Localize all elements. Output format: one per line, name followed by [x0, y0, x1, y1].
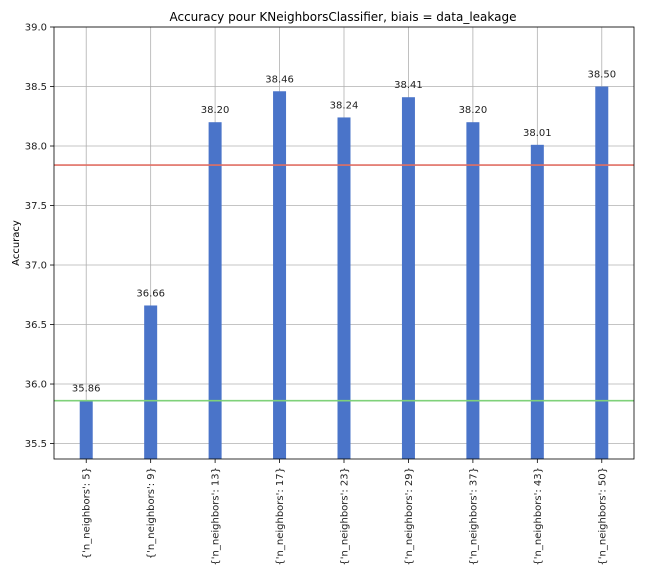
data-label: 38.46	[265, 74, 294, 85]
y-tick-label: 36.5	[25, 320, 47, 331]
bar	[466, 122, 480, 460]
y-axis-ticks: 35.5 36.0 36.5 37.0 37.5 38.0 38.5 39.0	[25, 23, 54, 450]
reference-lines	[54, 164, 634, 402]
x-tick-label: {'n_neighbors': 5}	[82, 467, 93, 559]
x-tick-label: {'n_neighbors': 17}	[275, 467, 286, 566]
bar	[208, 122, 222, 460]
data-label: 38.20	[201, 105, 230, 116]
data-label: 38.41	[394, 80, 423, 91]
bar	[401, 97, 415, 459]
bar	[144, 305, 158, 459]
y-tick-label: 39.0	[25, 23, 47, 34]
y-tick-label: 37.0	[25, 261, 47, 272]
y-tick-label: 38.5	[25, 82, 47, 93]
y-axis-label: Accuracy	[11, 220, 22, 266]
data-label: 38.20	[459, 105, 488, 116]
data-label: 38.24	[330, 100, 359, 111]
x-axis-ticks: {'n_neighbors': 5} {'n_neighbors': 9} {'n_…	[82, 459, 608, 566]
x-tick-label: {'n_neighbors': 50}	[597, 467, 608, 566]
x-tick-label: {'n_neighbors': 23}	[340, 467, 351, 566]
x-tick-label: {'n_neighbors': 37}	[468, 467, 479, 566]
x-tick-label: {'n_neighbors': 43}	[533, 467, 544, 566]
bar	[595, 86, 609, 459]
y-tick-label: 38.0	[25, 142, 47, 153]
data-label: 38.50	[587, 70, 616, 81]
x-tick-label: {'n_neighbors': 29}	[404, 467, 415, 566]
y-tick-label: 35.5	[25, 439, 47, 450]
chart-title: Accuracy pour KNeighborsClassifier, biai…	[169, 10, 516, 24]
bar	[530, 144, 544, 459]
bar	[79, 400, 93, 459]
x-tick-label: {'n_neighbors': 13}	[211, 467, 222, 566]
y-tick-label: 37.5	[25, 201, 47, 212]
data-label: 36.66	[136, 288, 165, 299]
plot-frame	[53, 26, 635, 460]
data-label: 35.86	[72, 384, 101, 395]
data-label: 38.01	[523, 128, 552, 139]
bar	[337, 117, 351, 459]
y-tick-label: 36.0	[25, 380, 47, 391]
bar	[273, 91, 287, 459]
data-labels: 35.86 36.66 38.20 38.46 38.24 38.41 38.20 38.01…	[72, 70, 616, 395]
bars-layer	[79, 86, 609, 460]
x-tick-label: {'n_neighbors': 9}	[146, 467, 157, 559]
